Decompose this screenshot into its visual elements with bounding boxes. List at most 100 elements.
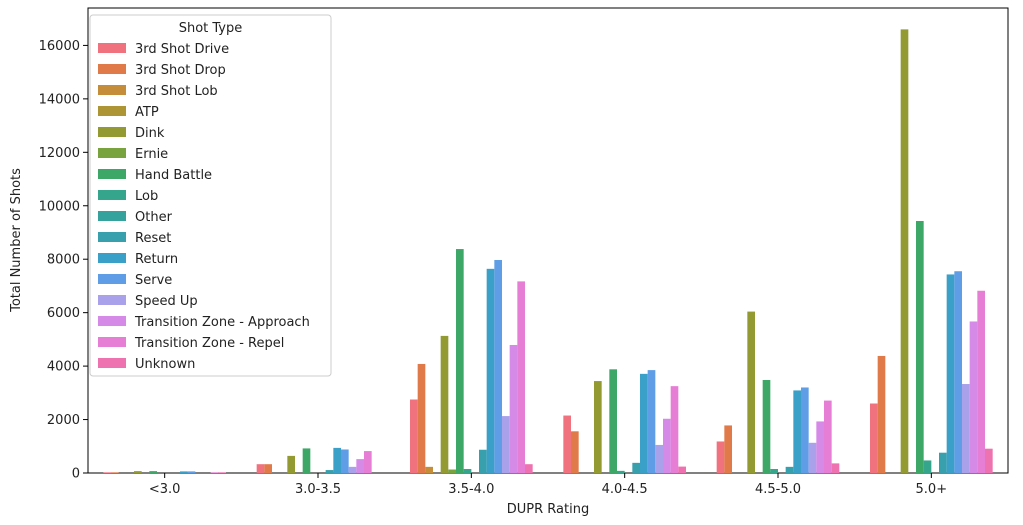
bar — [923, 460, 932, 473]
bar — [287, 455, 295, 473]
legend-swatch — [98, 253, 126, 263]
bar — [210, 472, 219, 473]
bar — [149, 471, 157, 473]
bar — [302, 448, 311, 473]
bar — [985, 448, 993, 473]
bar — [440, 335, 449, 473]
bar — [831, 463, 840, 473]
bar — [617, 470, 625, 473]
x-tick-label: 3.0-3.5 — [295, 482, 341, 497]
legend-label: 3rd Shot Lob — [135, 84, 218, 99]
legend-swatch — [98, 337, 126, 347]
bar — [456, 249, 464, 473]
legend-swatch — [98, 106, 126, 116]
bar — [517, 281, 525, 473]
bar — [264, 464, 272, 473]
legend-swatch — [98, 64, 126, 74]
bar — [969, 321, 978, 473]
y-tick-label: 0 — [72, 467, 80, 482]
bar — [180, 471, 188, 473]
bar — [647, 370, 656, 473]
bar — [325, 470, 334, 473]
bar — [410, 399, 418, 473]
legend-label: Return — [135, 252, 178, 267]
bar — [816, 421, 824, 473]
legend-label: Serve — [135, 273, 172, 288]
bar — [640, 373, 648, 473]
x-tick-label: <3.0 — [149, 482, 181, 497]
bar — [218, 472, 226, 473]
legend-box — [89, 14, 332, 377]
bar — [341, 449, 349, 473]
y-tick-label: 4000 — [47, 360, 80, 375]
bar — [939, 452, 947, 473]
bar — [663, 418, 671, 473]
legend-swatch — [98, 274, 126, 284]
bar — [655, 444, 663, 473]
bar — [502, 416, 510, 473]
legend-swatch — [98, 295, 126, 305]
legend-label: Other — [135, 210, 173, 225]
bar — [762, 380, 771, 473]
bar — [187, 471, 196, 473]
bar — [946, 274, 955, 473]
bar — [824, 400, 832, 473]
x-axis-title: DUPR Rating — [507, 502, 589, 517]
y-tick-label: 12000 — [39, 146, 80, 161]
bar — [356, 459, 364, 473]
legend-label: Reset — [135, 231, 171, 246]
bar — [479, 449, 487, 473]
bar — [670, 386, 679, 473]
legend-swatch — [98, 148, 126, 158]
legend-label: 3rd Shot Drop — [135, 63, 226, 78]
bar — [770, 468, 778, 473]
legend-swatch — [98, 127, 126, 137]
legend-swatch — [98, 358, 126, 368]
x-tick-label: 5.0+ — [916, 482, 948, 497]
bar — [417, 363, 426, 473]
bar — [563, 415, 571, 473]
legend-label: Transition Zone - Approach — [134, 315, 310, 330]
legend-label: Dink — [135, 126, 165, 141]
bar — [716, 441, 725, 473]
y-tick-label: 8000 — [47, 253, 80, 268]
bar — [724, 425, 732, 473]
bar — [494, 260, 502, 473]
bar — [609, 369, 617, 473]
x-axis: <3.0 3.0-3.5 3.5-4.0 4.0-4.5 4.5-5.0 5.0+ — [149, 473, 947, 497]
bar — [448, 469, 456, 473]
legend-label: Ernie — [135, 147, 168, 162]
legend-label: Transition Zone - Repel — [134, 336, 284, 351]
bar — [525, 464, 533, 473]
bar — [463, 468, 472, 473]
legend-swatch — [98, 169, 126, 179]
legend-swatch — [98, 190, 126, 200]
x-tick-label: 4.0-4.5 — [602, 482, 648, 497]
legend: Shot Type 3rd Shot Drive 3rd Shot Drop 3rd … — [89, 14, 332, 377]
bar — [256, 464, 265, 473]
bar — [877, 355, 886, 473]
bar — [916, 220, 924, 473]
bar — [509, 344, 518, 473]
x-tick-label: 3.5-4.0 — [448, 482, 494, 497]
legend-title: Shot Type — [179, 21, 243, 36]
bar — [594, 381, 602, 473]
bar — [870, 403, 878, 473]
bar — [678, 466, 686, 473]
bar — [425, 466, 433, 473]
bar — [977, 290, 985, 473]
legend-label: Lob — [135, 189, 158, 204]
bar — [808, 442, 817, 473]
y-tick-label: 14000 — [39, 92, 80, 107]
y-tick-label: 2000 — [47, 413, 80, 428]
legend-swatch — [98, 85, 126, 95]
legend-swatch — [98, 211, 126, 221]
bar — [134, 471, 142, 473]
legend-label: Hand Battle — [135, 168, 212, 183]
bar — [747, 311, 755, 473]
bar — [103, 472, 111, 473]
bars-group — [103, 29, 993, 474]
bar — [785, 466, 794, 473]
y-axis-title: Total Number of Shots — [9, 168, 24, 313]
bar — [348, 466, 357, 473]
